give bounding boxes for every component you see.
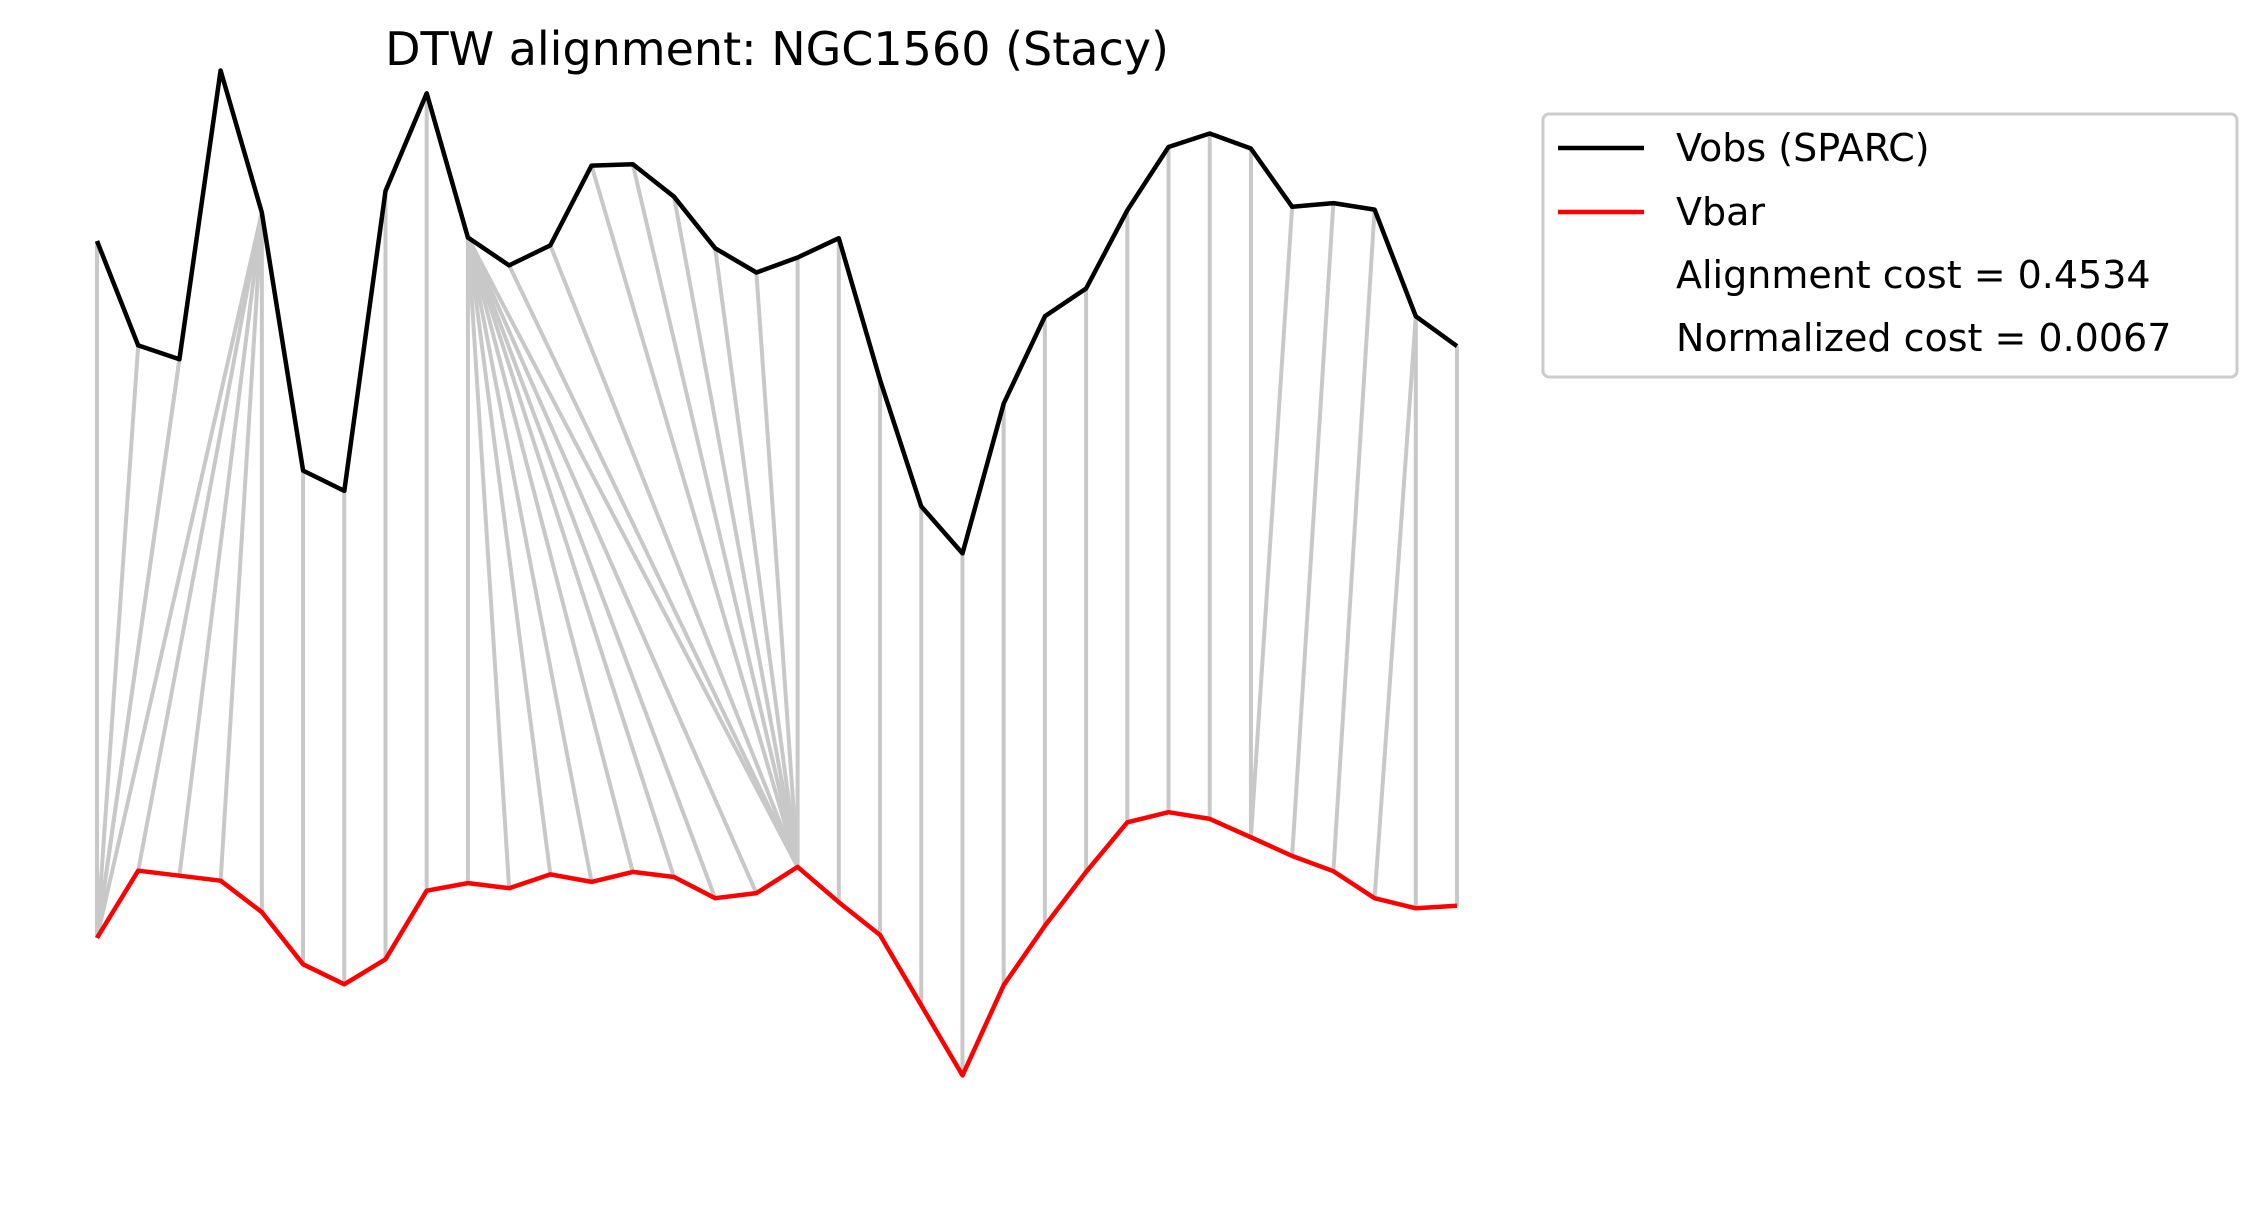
series-lines (94, 68, 1459, 1078)
alignment-line-7 (218, 212, 264, 881)
alignment-line-21 (466, 236, 800, 868)
legend-label-vbar: Vbar (1676, 190, 1765, 234)
alignment-line-25 (630, 163, 800, 868)
alignment-line-27 (713, 248, 800, 868)
alignment-line-14 (465, 237, 512, 889)
alignment-line-1 (95, 345, 141, 939)
alignment-line-20 (466, 236, 759, 894)
legend-label-vobs: Vobs (SPARC) (1676, 126, 1930, 170)
alignment-line-42 (1290, 203, 1336, 857)
alignment-line-26 (672, 196, 800, 868)
alignment-line-43 (1331, 209, 1377, 872)
alignment-line-22 (507, 264, 800, 868)
alignment-line-6 (177, 212, 264, 876)
alignment-line-5 (136, 211, 264, 872)
chart-title: DTW alignment: NGC1560 (Stacy) (385, 22, 1169, 76)
alignment-line-23 (548, 244, 800, 868)
alignment-line-4 (95, 211, 264, 939)
alignment-line-44 (1372, 316, 1418, 899)
legend: Vobs (SPARC) Vbar Alignment cost = 0.453… (1541, 112, 2239, 379)
legend-frame (1541, 112, 2239, 379)
alignment-line-19 (466, 236, 718, 899)
alignment-line-28 (754, 272, 800, 868)
legend-normalized-cost: Normalized cost = 0.0067 (1676, 316, 2171, 360)
series-line-vbar (95, 809, 1458, 1078)
alignment-line-24 (589, 165, 800, 868)
alignment-line-15 (465, 237, 553, 875)
alignment-line-18 (466, 236, 676, 878)
alignment-line-41 (1248, 206, 1295, 838)
legend-alignment-cost: Alignment cost = 0.4534 (1676, 253, 2151, 297)
alignment-line-16 (465, 237, 594, 883)
alignment-line-17 (465, 237, 635, 873)
series-line-vobs (94, 68, 1459, 556)
alignment-lines (95, 70, 1459, 1076)
